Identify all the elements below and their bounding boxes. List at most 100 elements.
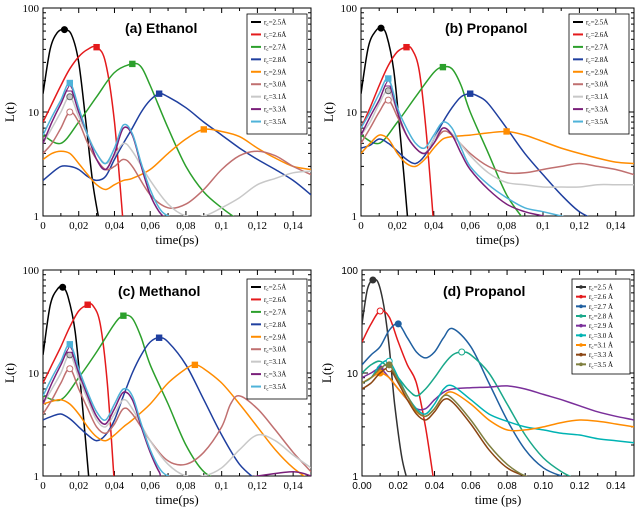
legend-label: rc=3.0Å [264,346,286,356]
legend-label: rc=2.8Å [264,56,286,65]
y-tick-label: 1 [34,211,40,223]
x-tick-label: 0,08 [176,480,196,492]
series-marker [93,43,100,51]
series-line-d-2 [362,322,564,476]
legend-marker [579,294,583,299]
legend-label: rc=2.5 Å [589,284,613,294]
y-tick-label: 100 [23,3,40,15]
legend-label: rc=2.7Å [264,308,286,318]
series-group [361,24,634,216]
x-tick-label: 0.14 [606,481,626,492]
legend-label: rc=3.0Å [264,81,286,91]
y-axis-label: L(t) [319,363,334,383]
series-marker [200,126,207,133]
chart-title: (a) Ethanol [125,20,197,36]
series-marker [385,361,393,369]
series-line-c-2 [43,314,212,476]
chart-panel-d: 0.00 0.02 0.04 0.06 0.08 0.10 0.12 0.14 1 10 100 L(… [319,266,635,507]
series-marker [120,312,127,319]
x-tick-label: 0,1 [215,220,229,232]
x-tick-label: 0,1 [536,220,550,232]
legend-marker [579,314,583,318]
x-tick-label: 0,14 [284,220,304,232]
series-marker [377,24,385,32]
series-line-b-1 [361,45,434,216]
x-tick-label: 0.06 [461,481,481,492]
series-group [43,26,311,216]
legend-label: rc=2.5Å [264,284,286,294]
chart-panel-c: 0 0,02 0,04 0,06 0,08 0,1 0,12 0,14 1 10 100 L(t) ti… [2,265,312,507]
series-line-c-0 [43,285,90,476]
legend-marker [579,352,583,357]
x-tick-label: 0,02 [69,480,88,492]
series-marker [403,43,410,51]
series-line-a-6 [43,96,311,216]
legend-label: rc=3.5Å [586,118,608,128]
x-tick-label: 0.04 [425,481,445,492]
x-tick-label: 0,06 [141,220,161,232]
legend-label: rc=3.3 Å [589,351,613,361]
x-tick-label: 0,08 [176,220,196,232]
series-line-a-7 [43,87,164,216]
x-axis-label: time(ps) [155,232,198,247]
legend-label: rc=2.6Å [264,31,286,41]
legend-label: rc=2.8Å [586,56,608,65]
series-line-b-2 [361,65,523,216]
series-line-a-8 [43,82,171,216]
x-tick-label: 0,04 [105,220,125,232]
series-line-d-8 [362,363,528,476]
series-line-a-4 [43,128,311,191]
series-marker [129,60,136,68]
x-tick-label: 0,02 [388,220,407,232]
x-tick-label: 0.12 [570,481,590,492]
legend-label: rc=3.5 Å [589,361,613,371]
series-line-c-4 [43,364,306,476]
series-marker [458,348,466,356]
legend-label: rc=2.9Å [264,68,286,78]
series-marker [376,307,384,315]
x-tick-label: 0,1 [215,480,229,492]
legend-label: rc=2.8Å [264,321,286,331]
y-tick-label: 1 [34,471,40,483]
legend-marker [579,323,583,328]
legend-label: rc=3.3Å [264,106,286,116]
series-marker [191,361,199,369]
y-axis-label: L(t) [321,102,336,122]
series-marker [503,128,510,135]
legend-label: rc=2.9 Å [589,322,613,332]
legend-label: rc=3.3Å [586,106,608,116]
x-tick-label: 0 [358,220,364,232]
x-tick-label: 0,04 [424,220,444,232]
y-tick-label: 10 [346,107,358,119]
y-tick-label: 10 [28,368,40,380]
series-line-a-0 [43,28,100,216]
series-marker [66,341,73,348]
legend-label: rc=3.0 Å [589,332,613,342]
legend-label: rc=2.7Å [586,43,608,53]
series-line-a-3 [43,92,311,196]
legend-label: rc=2.5Å [586,19,608,29]
legend-marker [579,304,583,309]
y-tick-label: 1 [352,472,358,483]
x-axis-label: time(ps) [155,492,198,507]
series-line-b-0 [361,27,409,216]
legend: rc=2.5Å rc=2.6Å rc=2.7Å rc=2.8Å rc=2.9Å rc=3.… [246,13,308,135]
x-tick-label: 0,12 [570,220,589,232]
series-line-d-6 [362,372,634,432]
series-marker [84,301,91,308]
legend: rc=2.5Å rc=2.6Å rc=2.7Å rc=2.8Å rc=2.9Å rc=3.… [568,13,630,135]
legend-label: rc=3.1 Å [589,342,613,352]
y-axis-label: L(t) [2,102,17,122]
series-line-b-3 [361,92,589,216]
legend-label: rc=2.9Å [264,333,286,343]
series-marker [384,96,392,104]
legend-label: rc=2.5Å [264,19,286,29]
series-line-c-3 [43,336,253,476]
x-tick-label: 0.10 [534,481,554,492]
series-marker [439,63,447,71]
x-tick-label: 0,02 [69,220,88,232]
chart-panel-a: 0 0,02 0,04 0,06 0,08 0,1 0,12 0,14 1 10 100 L(t) ti… [2,3,312,247]
series-marker [155,90,163,97]
y-tick-label: 10 [347,369,359,380]
